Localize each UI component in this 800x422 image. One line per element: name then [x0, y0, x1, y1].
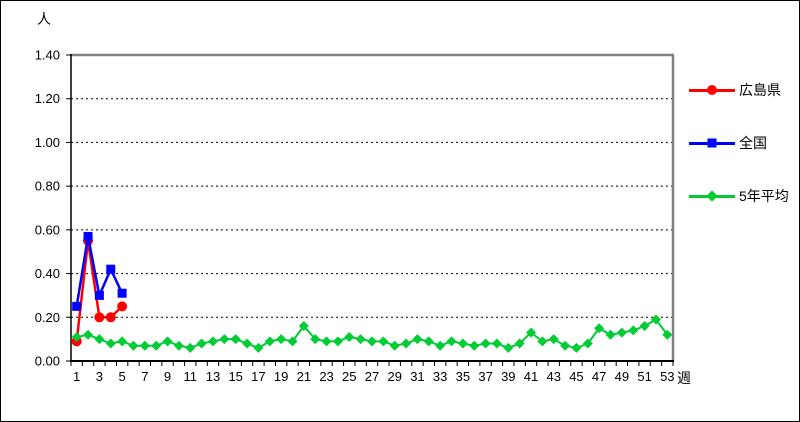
y-tick-label: 0.00 [35, 354, 60, 369]
x-tick-label: 19 [274, 369, 288, 384]
x-tick-label: 33 [433, 369, 447, 384]
series-全国 [72, 231, 127, 311]
x-tick-label: 1 [73, 369, 80, 384]
x-tick-label: 13 [206, 369, 220, 384]
y-tick-label: 1.40 [35, 48, 60, 63]
legend-line-blue [689, 138, 735, 148]
axis-ticks [66, 54, 674, 366]
y-tick-label: 1.20 [35, 91, 60, 106]
legend-entry-5yr-average: 5年平均 [689, 186, 789, 206]
x-tick-label: 23 [319, 369, 333, 384]
y-tick-label: 0.20 [35, 310, 60, 325]
y-tick-label: 1.00 [35, 135, 60, 150]
x-tick-label: 7 [141, 369, 148, 384]
x-tick-label: 49 [615, 369, 629, 384]
x-tick-label: 25 [342, 369, 356, 384]
x-tick-label: 3 [96, 369, 103, 384]
x-tick-label: 43 [547, 369, 561, 384]
x-tick-label: 5 [118, 369, 125, 384]
x-tick-label: 53 [660, 369, 674, 384]
y-tick-label: 0.40 [35, 266, 60, 281]
legend-line-red [689, 85, 735, 95]
square-marker-icon [707, 138, 717, 148]
gridlines [71, 98, 673, 318]
diamond-marker-icon [706, 190, 718, 202]
x-tick-label: 39 [501, 369, 515, 384]
chart-legend: 広島県 全国 5年平均 [689, 1, 799, 421]
legend-label-hiroshima: 広島県 [739, 82, 781, 98]
y-tick-label: 0.80 [35, 179, 60, 194]
legend-label-zenkoku: 全国 [739, 135, 767, 151]
legend-label-5yr-average: 5年平均 [739, 188, 789, 204]
x-tick-label: 51 [637, 369, 651, 384]
x-tick-label: 21 [297, 369, 311, 384]
x-tick-label: 45 [569, 369, 583, 384]
y-axis-unit-label: 人 [37, 11, 51, 27]
x-tick-label: 31 [410, 369, 424, 384]
y-tick-label: 0.60 [35, 222, 60, 237]
x-tick-label: 47 [592, 369, 606, 384]
legend-entry-zenkoku: 全国 [689, 133, 767, 153]
x-tick-label: 27 [365, 369, 379, 384]
axes [70, 53, 675, 362]
x-tick-label: 29 [387, 369, 401, 384]
x-tick-label: 15 [228, 369, 242, 384]
legend-line-green [689, 190, 735, 202]
x-tick-label: 9 [164, 369, 171, 384]
legend-entry-hiroshima: 広島県 [689, 80, 781, 100]
circle-marker-icon [707, 85, 717, 95]
x-tick-label: 41 [524, 369, 538, 384]
x-axis-unit-label: 週 [677, 370, 691, 386]
x-tick-label: 17 [251, 369, 265, 384]
x-tick-label: 37 [478, 369, 492, 384]
x-tick-label: 35 [456, 369, 470, 384]
x-tick-label: 11 [184, 369, 198, 384]
axis-tick-labels: 0.000.200.400.600.801.001.201.401 3 5 7 9 11 1… [35, 48, 675, 385]
series-5年平均 [71, 314, 673, 353]
